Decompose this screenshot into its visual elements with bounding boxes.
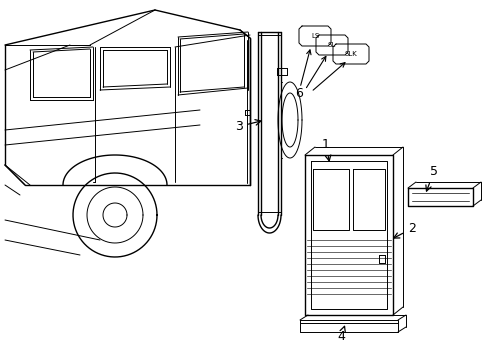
- Text: 4: 4: [336, 326, 345, 343]
- Text: 5: 5: [425, 165, 437, 191]
- Text: 3: 3: [235, 120, 261, 133]
- Text: SLK: SLK: [344, 51, 357, 57]
- Text: 6: 6: [294, 87, 302, 100]
- Text: LS: LS: [310, 33, 319, 39]
- Text: SL: SL: [327, 42, 335, 48]
- Text: 1: 1: [321, 138, 330, 161]
- Text: 2: 2: [393, 222, 415, 238]
